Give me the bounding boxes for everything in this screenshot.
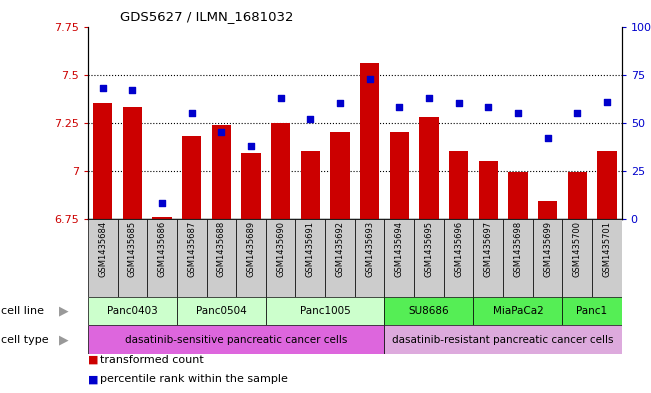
Point [186,110,197,116]
Bar [266,219,296,297]
Bar [93,103,113,219]
Bar [88,297,177,325]
Text: GSM1435695: GSM1435695 [424,221,434,277]
Bar [568,173,587,219]
Text: GSM1435694: GSM1435694 [395,221,404,277]
Bar [271,123,290,219]
Bar [123,107,142,219]
Bar [503,219,533,297]
Point [424,95,434,101]
Point [453,100,464,107]
Bar [390,132,409,219]
Bar [182,136,201,219]
Point [157,200,167,206]
Text: GSM1435691: GSM1435691 [306,221,315,277]
Bar [414,219,444,297]
Point [305,116,316,122]
Text: MiaPaCa2: MiaPaCa2 [493,306,544,316]
Text: ■: ■ [88,374,98,384]
Bar [301,151,320,219]
Text: percentile rank within the sample: percentile rank within the sample [100,374,288,384]
Bar [296,219,325,297]
Text: GSM1435700: GSM1435700 [573,221,582,277]
Point [127,87,137,93]
Point [542,135,553,141]
Bar [88,325,385,354]
Point [216,129,227,135]
Bar [266,297,385,325]
Bar [355,219,385,297]
Text: Panc1: Panc1 [577,306,607,316]
Bar [562,219,592,297]
Bar [88,219,118,297]
Bar [473,219,503,297]
Point [335,100,345,107]
Text: GSM1435693: GSM1435693 [365,221,374,277]
Bar [236,219,266,297]
Text: GSM1435692: GSM1435692 [335,221,344,277]
Text: Panc1005: Panc1005 [299,306,350,316]
Text: ▶: ▶ [59,305,68,318]
Point [98,85,108,91]
Point [246,143,256,149]
Bar [177,219,206,297]
Bar [212,125,231,219]
Text: GSM1435689: GSM1435689 [247,221,255,277]
Point [365,75,375,82]
Point [275,95,286,101]
Text: SU8686: SU8686 [409,306,449,316]
Bar [508,173,527,219]
Bar [444,219,473,297]
Point [483,104,493,110]
Text: GSM1435696: GSM1435696 [454,221,463,277]
Text: GSM1435699: GSM1435699 [543,221,552,277]
Point [394,104,404,110]
Text: GDS5627 / ILMN_1681032: GDS5627 / ILMN_1681032 [120,10,294,23]
Text: GSM1435690: GSM1435690 [276,221,285,277]
Bar [592,219,622,297]
Bar [419,117,439,219]
Text: Panc0403: Panc0403 [107,306,158,316]
Bar [385,219,414,297]
Point [572,110,583,116]
Text: cell line: cell line [1,306,44,316]
Text: dasatinib-sensitive pancreatic cancer cells: dasatinib-sensitive pancreatic cancer ce… [125,334,348,345]
Bar [478,161,498,219]
Bar [562,297,622,325]
Text: GSM1435701: GSM1435701 [602,221,611,277]
Bar [385,325,622,354]
Text: ▶: ▶ [59,333,68,346]
Bar [449,151,468,219]
Bar [147,219,177,297]
Bar [206,219,236,297]
Bar [177,297,266,325]
Point [602,98,612,105]
Text: GSM1435687: GSM1435687 [187,221,196,277]
Bar [330,132,350,219]
Bar [118,219,147,297]
Bar [597,151,616,219]
Text: ■: ■ [88,354,98,365]
Bar [325,219,355,297]
Text: dasatinib-resistant pancreatic cancer cells: dasatinib-resistant pancreatic cancer ce… [393,334,614,345]
Text: transformed count: transformed count [100,354,203,365]
Bar [152,217,172,219]
Bar [533,219,562,297]
Bar [385,297,473,325]
Text: GSM1435685: GSM1435685 [128,221,137,277]
Text: GSM1435686: GSM1435686 [158,221,167,277]
Bar [242,153,260,219]
Point [513,110,523,116]
Text: GSM1435697: GSM1435697 [484,221,493,277]
Bar [538,201,557,219]
Text: cell type: cell type [1,334,48,345]
Text: Panc0504: Panc0504 [196,306,247,316]
Bar [473,297,562,325]
Bar [360,63,380,219]
Text: GSM1435698: GSM1435698 [514,221,522,277]
Text: GSM1435684: GSM1435684 [98,221,107,277]
Text: GSM1435688: GSM1435688 [217,221,226,277]
